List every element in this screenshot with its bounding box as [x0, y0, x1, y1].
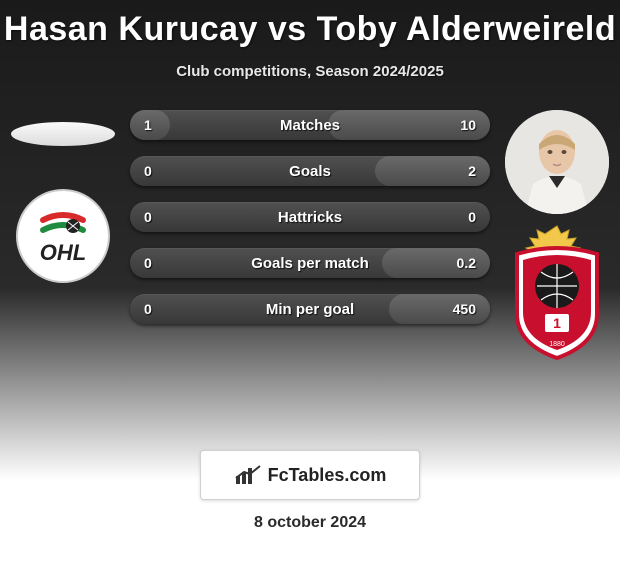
club-badge-left: OHL: [13, 186, 113, 286]
player-right-column: 1 1880: [502, 110, 612, 360]
page-title: Hasan Kurucay vs Toby Alderweireld: [0, 0, 620, 49]
stat-value-left: 0: [130, 248, 166, 278]
player-right-avatar: [505, 110, 609, 214]
stats-list: 1 Matches 10 0 Goals 2 0 Hattricks 0: [130, 110, 490, 324]
stat-row-hattricks: 0 Hattricks 0: [130, 202, 490, 232]
player-photo-icon: [505, 110, 609, 214]
branding-text: FcTables.com: [268, 465, 387, 486]
date-text: 8 october 2024: [0, 514, 620, 532]
stat-label: Hattricks: [278, 209, 342, 226]
stat-label: Goals per match: [251, 255, 369, 272]
player-left-column: OHL: [8, 110, 118, 286]
stat-value-left: 0: [130, 202, 166, 232]
stat-label: Min per goal: [266, 301, 354, 318]
stat-value-right: 0: [454, 202, 490, 232]
stat-row-matches: 1 Matches 10: [130, 110, 490, 140]
stat-label: Goals: [289, 163, 331, 180]
ohl-badge-icon: OHL: [13, 186, 113, 286]
chart-icon: [234, 464, 262, 486]
comparison-panel: OHL: [0, 110, 620, 400]
stat-value-right: 10: [446, 110, 490, 140]
svg-text:1: 1: [553, 315, 561, 331]
stat-row-goals: 0 Goals 2: [130, 156, 490, 186]
stat-value-left: 0: [130, 294, 166, 324]
stat-row-gpm: 0 Goals per match 0.2: [130, 248, 490, 278]
antwerp-badge-icon: 1 1880: [501, 220, 613, 360]
stat-value-right: 450: [439, 294, 490, 324]
stat-label: Matches: [280, 117, 340, 134]
stat-row-mpg: 0 Min per goal 450: [130, 294, 490, 324]
branding-box: FcTables.com: [200, 450, 420, 500]
subtitle: Club competitions, Season 2024/2025: [0, 63, 620, 80]
stat-value-left: 1: [130, 110, 166, 140]
svg-text:OHL: OHL: [40, 240, 86, 265]
player-left-avatar: [11, 122, 115, 146]
club-badge-right: 1 1880: [501, 220, 613, 360]
svg-text:1880: 1880: [549, 341, 565, 348]
stat-value-right: 0.2: [443, 248, 490, 278]
stat-value-right: 2: [454, 156, 490, 186]
stat-value-left: 0: [130, 156, 166, 186]
